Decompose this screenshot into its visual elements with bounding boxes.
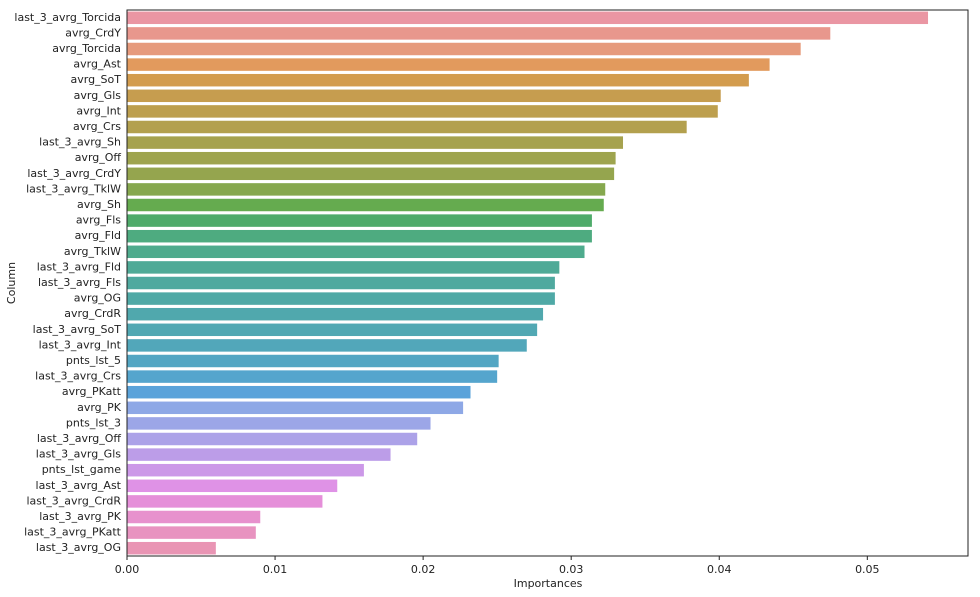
y-tick-label: avrg_Torcida <box>52 42 121 55</box>
x-axis-label: Importances <box>514 577 583 590</box>
bar <box>127 42 801 56</box>
y-tick-label: pnts_lst_3 <box>66 416 121 429</box>
y-tick-label: avrg_Crs <box>73 120 121 133</box>
y-tick-label: last_3_avrg_Crs <box>35 370 121 383</box>
y-tick-label: last_3_avrg_Fls <box>38 276 121 289</box>
bar <box>127 401 464 415</box>
x-tick-label: 0.03 <box>559 563 584 576</box>
y-tick-label: last_3_avrg_SoT <box>33 323 122 336</box>
y-tick-label: last_3_avrg_Int <box>39 338 122 351</box>
y-tick-label: avrg_PK <box>77 401 122 414</box>
y-axis-label: Column <box>5 262 18 304</box>
bar <box>127 354 499 368</box>
y-tick-label: last_3_avrg_Torcida <box>14 11 121 24</box>
y-tick-label: avrg_Sh <box>77 198 121 211</box>
bar <box>127 307 544 321</box>
bar <box>127 105 718 118</box>
bar <box>127 214 592 227</box>
bar <box>127 245 585 259</box>
y-tick-label: last_3_avrg_Gls <box>36 448 121 461</box>
y-tick-label: avrg_Gls <box>74 89 122 102</box>
x-tick-label: 0.05 <box>855 563 880 576</box>
y-tick-label: last_3_avrg_Ast <box>36 479 122 492</box>
bar <box>127 151 616 165</box>
bar <box>127 11 929 25</box>
bar <box>127 432 418 446</box>
bar <box>127 385 471 399</box>
bar <box>127 479 338 493</box>
bar <box>127 323 538 337</box>
x-tick-label: 0.01 <box>263 563 288 576</box>
y-tick-label: avrg_Fls <box>76 214 121 227</box>
y-tick-label: avrg_CrdR <box>64 307 121 320</box>
bar <box>127 339 527 352</box>
bar <box>127 198 604 212</box>
y-tick-label: avrg_Int <box>76 104 121 117</box>
y-tick-label: avrg_Ast <box>73 58 121 71</box>
y-tick-label: last_3_avrg_Sh <box>39 136 121 149</box>
bar <box>127 167 615 181</box>
bar <box>127 495 323 508</box>
y-tick-label: avrg_PKatt <box>62 385 122 398</box>
y-tick-label: last_3_avrg_PKatt <box>24 526 122 539</box>
bar <box>127 120 687 134</box>
y-tick-label: avrg_Off <box>75 151 122 164</box>
y-tick-label: avrg_Fld <box>75 229 121 242</box>
bar <box>127 463 364 477</box>
y-tick-label: last_3_avrg_OG <box>36 541 121 554</box>
y-tick-label: last_3_avrg_CrdR <box>26 494 121 507</box>
x-tick-label: 0.04 <box>707 563 732 576</box>
y-tick-label: last_3_avrg_Off <box>37 432 122 445</box>
y-tick-label: pnts_lst_game <box>42 463 122 476</box>
bar <box>127 73 749 87</box>
y-tick-label: last_3_avrg_CrdY <box>27 167 121 180</box>
y-tick-label: avrg_OG <box>74 292 121 305</box>
bar <box>127 89 721 103</box>
bar <box>127 261 560 274</box>
bar <box>127 183 606 196</box>
y-tick-label: avrg_TklW <box>64 245 121 258</box>
bar <box>127 510 261 524</box>
bar <box>127 370 498 383</box>
bar <box>127 292 555 305</box>
bar <box>127 229 592 243</box>
y-tick-label: last_3_avrg_PK <box>39 510 122 523</box>
bar <box>127 541 216 555</box>
bar <box>127 526 256 539</box>
y-tick-label: last_3_avrg_Fld <box>37 260 121 273</box>
bar <box>127 448 391 461</box>
y-tick-label: last_3_avrg_TklW <box>26 182 121 195</box>
plot-frame <box>126 9 969 557</box>
x-tick-label: 0.02 <box>411 563 436 576</box>
y-tick-label: pnts_lst_5 <box>66 354 121 367</box>
bar <box>127 58 770 71</box>
bar <box>127 276 555 290</box>
y-tick-label: avrg_CrdY <box>65 26 121 39</box>
bar <box>127 136 624 149</box>
x-tick-label: 0.00 <box>115 563 140 576</box>
bar <box>127 27 831 40</box>
y-tick-label: avrg_SoT <box>71 73 122 86</box>
bar <box>127 417 431 430</box>
